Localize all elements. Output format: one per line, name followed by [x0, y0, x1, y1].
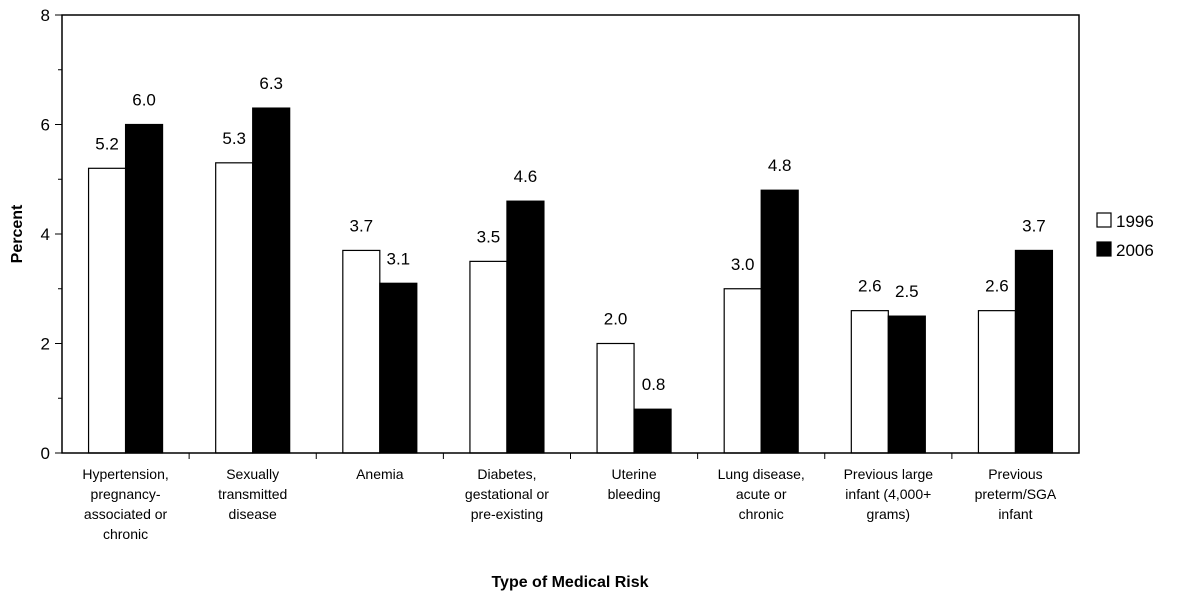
data-label: 3.7 — [349, 216, 373, 235]
category-label: Uterine bleeding — [608, 466, 661, 502]
plot-frame — [61, 14, 1080, 454]
bar-2006 — [633, 408, 672, 454]
legend: 1996 2006 — [1096, 212, 1154, 260]
y-tick-label: 6 — [41, 116, 50, 135]
category-label-line: preterm/SGA — [975, 486, 1057, 502]
data-label: 3.1 — [386, 249, 410, 268]
legend-label-1996: 1996 — [1116, 212, 1154, 231]
bar-2006 — [506, 200, 545, 454]
bar-2006 — [1014, 249, 1054, 454]
legend-label-2006: 2006 — [1116, 241, 1154, 260]
bar-1996 — [596, 342, 635, 454]
category-label-line: chronic — [739, 506, 784, 522]
category-label: Lung disease, acute or chronic — [718, 466, 805, 522]
y-axis: 0 2 4 6 8 — [41, 6, 62, 463]
bar-1996 — [977, 310, 1017, 454]
y-tick-label: 2 — [41, 335, 50, 354]
category-label-line: transmitted — [218, 486, 287, 502]
y-tick-label: 8 — [41, 6, 50, 25]
data-label: 5.3 — [222, 129, 246, 148]
category-label-line: Previous large — [844, 466, 934, 482]
category-label: Anemia — [356, 466, 404, 482]
category-label-line: bleeding — [608, 486, 661, 502]
bar-2006 — [760, 189, 799, 454]
bar-2006 — [379, 282, 418, 454]
data-label: 3.7 — [1022, 216, 1046, 235]
data-label: 5.2 — [95, 134, 119, 153]
category-label-line: infant — [998, 506, 1032, 522]
category-label-line: Uterine — [611, 466, 656, 482]
data-label: 2.6 — [985, 277, 1009, 296]
data-label: 4.8 — [768, 156, 792, 175]
category-label-line: associated or — [84, 506, 168, 522]
category-label: Previous large infant (4,000+ grams) — [844, 466, 934, 522]
data-label: 3.0 — [731, 255, 755, 274]
bar-1996 — [342, 249, 381, 454]
bar-1996 — [469, 260, 508, 454]
legend-swatch-2006 — [1096, 241, 1112, 257]
category-label-line: Previous — [988, 466, 1042, 482]
bar-1996 — [215, 162, 254, 454]
category-label-line: gestational or — [465, 486, 549, 502]
category-label-line: infant (4,000+ — [845, 486, 931, 502]
x-axis-categories: Hypertension, pregnancy-associated or chro… — [82, 453, 1057, 542]
category-label-line: pregnancy- — [91, 486, 161, 502]
category-label-line: Anemia — [356, 466, 404, 482]
bar-2006 — [252, 107, 291, 454]
data-label: 2.5 — [895, 282, 919, 301]
data-label: 4.6 — [514, 167, 538, 186]
data-label: 2.0 — [604, 310, 628, 329]
category-label-line: Lung disease, — [718, 466, 805, 482]
category-label: Previous preterm/SGA infant — [975, 466, 1057, 522]
y-tick-label: 0 — [41, 444, 50, 463]
category-label-line: chronic — [103, 526, 148, 542]
category-label-line: Diabetes, — [477, 466, 536, 482]
category-label-line: disease — [229, 506, 277, 522]
category-label-line: Sexually — [226, 466, 279, 482]
bar-1996 — [723, 288, 762, 454]
bar-1996 — [87, 167, 127, 454]
data-label: 0.8 — [642, 375, 666, 394]
data-label: 2.6 — [858, 277, 882, 296]
data-label: 6.3 — [259, 74, 283, 93]
data-label: 3.5 — [477, 227, 501, 246]
category-label-line: Hypertension, — [82, 466, 168, 482]
category-label-line: grams) — [867, 506, 911, 522]
value-labels: 5.2 6.0 5.3 6.3 3.7 3.1 3.5 4.6 2.0 0.8 3.0 4.8 2.6 2… — [95, 74, 1046, 394]
data-label: 6.0 — [132, 91, 156, 110]
bar-1996 — [850, 310, 889, 454]
category-label: Diabetes, gestational or pre-existing — [465, 466, 549, 522]
y-axis-title: Percent — [9, 204, 26, 263]
category-label-line: pre-existing — [471, 506, 543, 522]
bars-layer — [87, 107, 1054, 454]
category-label: Sexually transmitted disease — [218, 466, 287, 522]
category-label-line: acute or — [736, 486, 787, 502]
legend-swatch-1996 — [1096, 212, 1112, 228]
bar-2006 — [887, 315, 926, 454]
x-axis-title: Type of Medical Risk — [491, 574, 648, 591]
category-label: Hypertension, pregnancy-associated or chro… — [82, 466, 168, 542]
y-tick-label: 4 — [41, 225, 50, 244]
bar-2006 — [124, 123, 164, 454]
